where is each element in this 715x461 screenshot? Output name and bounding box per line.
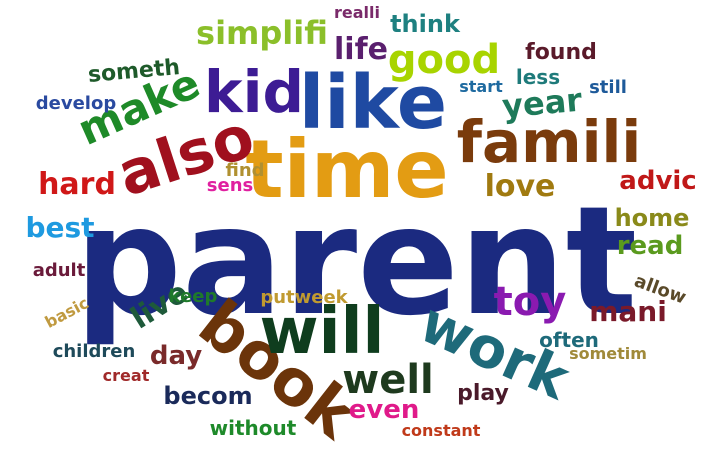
word-develop: develop [35, 93, 117, 114]
word-life: life [334, 32, 388, 67]
word-less: less [515, 65, 561, 89]
word-advic: advic [619, 166, 697, 196]
word-found: found [525, 40, 597, 65]
word-good: good [387, 37, 501, 83]
word-hard: hard [38, 167, 116, 202]
word-think: think [390, 10, 460, 38]
word-constant: constant [401, 421, 481, 440]
word-read: read [616, 231, 684, 261]
word-will: will [259, 295, 385, 369]
word-kid: kid [204, 58, 304, 126]
word-children: children [52, 341, 136, 362]
word-find: find [225, 160, 265, 181]
word-often: often [539, 328, 599, 352]
word-best: best [25, 211, 95, 244]
word-even: even [348, 395, 420, 425]
word-becom: becom [163, 382, 253, 410]
word-play: play [457, 381, 509, 406]
word-parent: parent [74, 175, 638, 349]
word-start: start [459, 77, 503, 96]
word-time: time [245, 123, 449, 216]
word-mani: mani [589, 295, 667, 328]
word-putweek: putweek [260, 287, 348, 308]
word-like: like [298, 60, 448, 146]
word-sens: sens [206, 175, 254, 196]
word-without: without [209, 416, 297, 440]
word-love: love [484, 169, 556, 204]
word-keep: keep [168, 286, 218, 307]
word-adult: adult [32, 260, 86, 281]
word-still: still [589, 77, 627, 98]
word-creat: creat [102, 366, 150, 385]
word-simplifi: simplifi [196, 14, 328, 52]
word-toy: toy [493, 279, 567, 325]
word-day: day [149, 341, 203, 371]
word-home: home [614, 204, 690, 232]
word-year: year [500, 80, 584, 126]
word-famili: famili [456, 108, 642, 176]
word-realli: realli [334, 3, 380, 22]
word-sometim: sometim [569, 344, 647, 363]
word-well: well [342, 357, 434, 403]
